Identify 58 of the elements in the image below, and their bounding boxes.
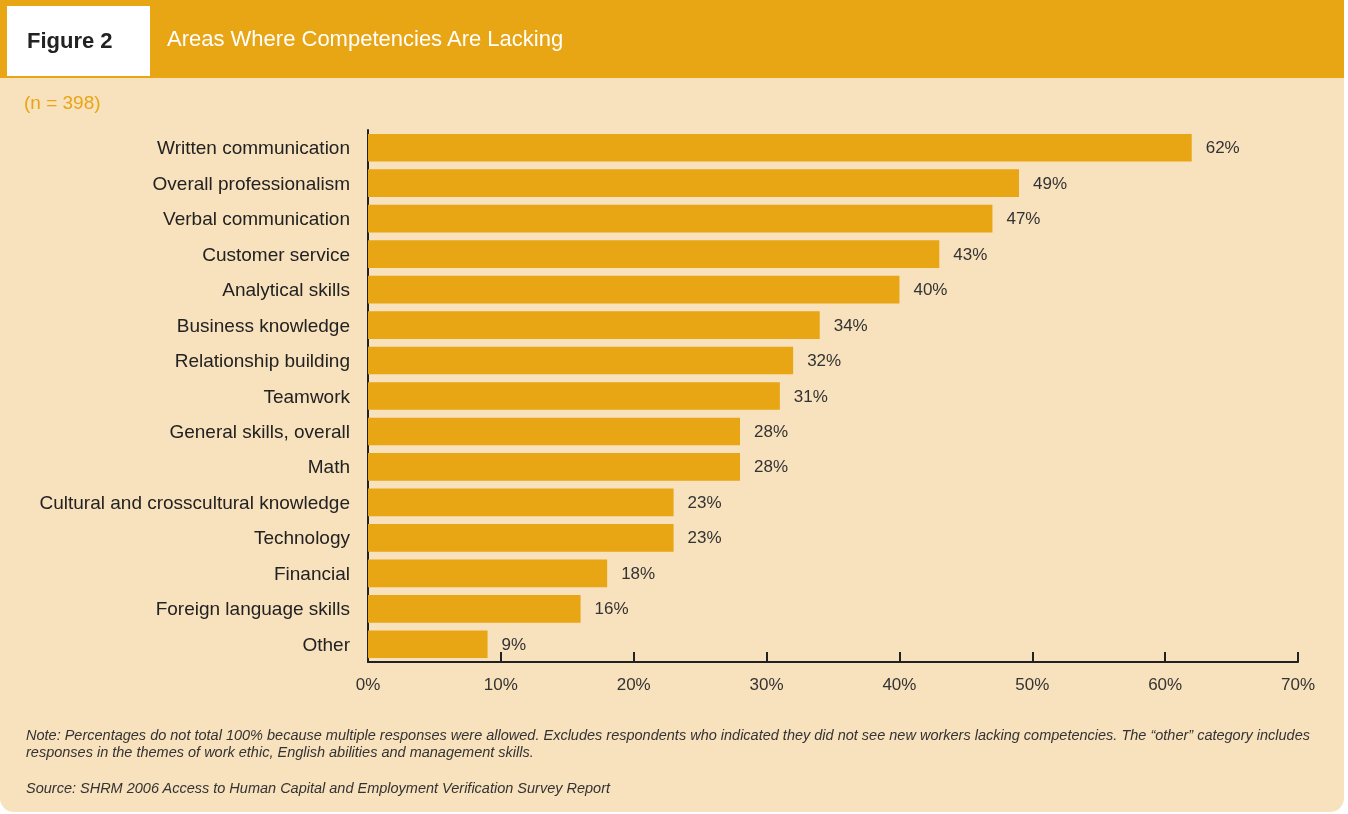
data-label: 23%: [687, 528, 722, 548]
data-label: 62%: [1205, 138, 1240, 158]
data-label: 9%: [501, 634, 527, 654]
y-tick-label: Teamwork: [263, 385, 351, 407]
y-tick-label: Cultural and crosscultural knowledge: [39, 491, 350, 513]
y-tick-label: Overall professionalism: [152, 172, 350, 194]
x-tick-label: 70%: [1280, 675, 1316, 694]
data-label: 31%: [793, 386, 828, 406]
bar: [368, 453, 740, 481]
bar: [368, 488, 674, 517]
x-tick-label: 20%: [616, 675, 651, 694]
x-tick-label: 30%: [749, 675, 784, 694]
data-label: 49%: [1033, 173, 1068, 193]
y-tick-label: Other: [302, 633, 351, 655]
source-note: Source: SHRM 2006 Access to Human Capital and Employment Verification Survey Report: [26, 780, 611, 796]
bar: [368, 169, 1019, 198]
bar: [368, 240, 940, 268]
bar: [368, 417, 740, 446]
x-tick-label: 50%: [1015, 675, 1050, 694]
bar: [368, 382, 780, 410]
y-tick-label: General skills, overall: [169, 420, 350, 442]
y-tick-label: Relationship building: [174, 350, 350, 372]
y-tick-label: Verbal communication: [163, 208, 350, 230]
data-label: 43%: [953, 244, 988, 264]
bar: [368, 594, 581, 623]
y-tick-label: Written communication: [157, 137, 350, 159]
data-label: 18%: [621, 563, 656, 583]
data-label: 34%: [833, 315, 868, 335]
y-tick-label: Financial: [273, 562, 350, 584]
data-label: 28%: [754, 421, 789, 441]
y-tick-label: Analytical skills: [222, 279, 350, 301]
bar: [368, 133, 1192, 162]
y-tick-label: Foreign language skills: [155, 598, 350, 620]
text: (n = 398): [24, 92, 101, 114]
data-label: 32%: [807, 351, 842, 371]
x-tick-label: 0%: [355, 675, 381, 694]
bar: [368, 524, 674, 552]
y-tick-label: Business knowledge: [176, 314, 350, 336]
x-tick-label: 40%: [882, 675, 917, 694]
bar: [368, 311, 820, 339]
data-label: 28%: [754, 457, 789, 477]
data-label: 40%: [913, 280, 948, 300]
y-tick-label: Math: [307, 456, 350, 478]
bar: [368, 630, 488, 659]
data-label: 47%: [1006, 209, 1041, 229]
data-label: 23%: [687, 492, 722, 512]
chart-title: Areas Where Competencies Are Lacking: [167, 26, 564, 52]
bar: [368, 559, 608, 588]
caption: Figure 2: [7, 6, 150, 76]
data-label: 16%: [594, 599, 629, 619]
bar: [368, 204, 993, 233]
bar: [368, 346, 794, 375]
x-tick-label: 60%: [1148, 675, 1183, 694]
text: Note: Percentages do not total 100% because multiple responses were allowed. Excludes respondents who indicated they did not see new workers lacking competencies. The “other” category includes responses in the themes of work ethic, English abilities and management skills.: [26, 727, 1311, 761]
y-tick-label: Customer service: [202, 243, 350, 265]
y-tick-label: Technology: [253, 527, 351, 549]
x-tick-label: 10%: [483, 675, 518, 694]
bar: [368, 275, 900, 304]
